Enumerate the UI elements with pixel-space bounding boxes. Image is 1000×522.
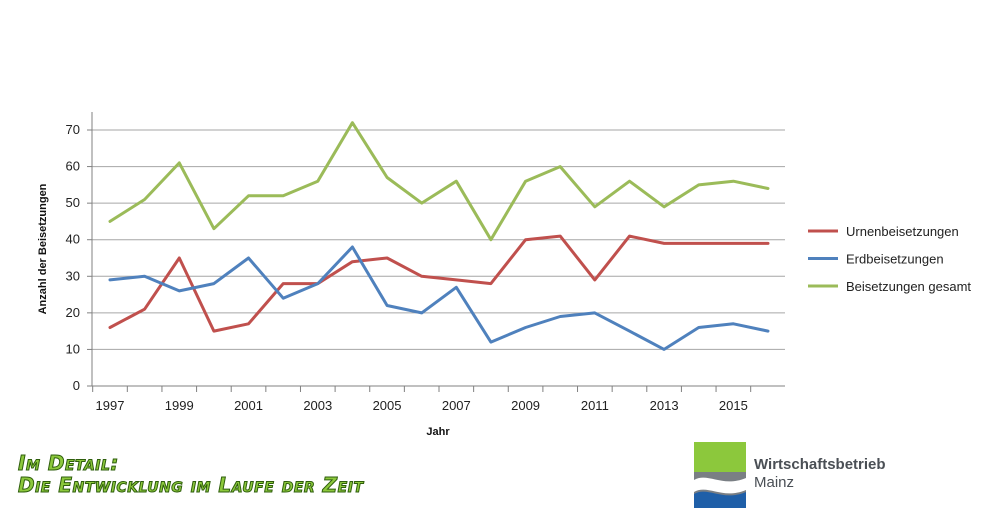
series-line-erdbeisetzungen bbox=[108, 245, 770, 351]
logo-name: Wirtschaftsbetrieb bbox=[754, 456, 886, 473]
axes bbox=[87, 112, 785, 392]
caption-line-2: Die Entwicklung im Laufe der Zeit bbox=[18, 473, 364, 497]
y-tick-label: 10 bbox=[66, 341, 80, 356]
x-tick-label: 2001 bbox=[234, 398, 263, 413]
logo-city: Mainz bbox=[754, 474, 795, 491]
x-tick-label: 2007 bbox=[442, 398, 471, 413]
y-axis-title: Anzahl der Beisetzungen bbox=[37, 183, 49, 314]
x-tick-label: 2009 bbox=[511, 398, 540, 413]
x-tick-label: 1999 bbox=[165, 398, 194, 413]
y-tick-labels: 0 10 20 30 40 50 60 70 bbox=[66, 122, 80, 393]
y-tick-label: 70 bbox=[66, 122, 80, 137]
line-chart: 0 10 20 30 40 50 60 70 1997 1999 2001 2003 2005 2007… bbox=[37, 112, 971, 438]
y-tick-label: 30 bbox=[66, 268, 80, 283]
x-tick-label: 2011 bbox=[581, 398, 609, 413]
legend: Urnenbeisetzungen Erdbeisetzungen Beisetzu… bbox=[808, 224, 971, 294]
x-tick-labels: 1997 1999 2001 2003 2005 2007 2009 2011 2013 2015 bbox=[96, 398, 748, 413]
x-tick-label: 2005 bbox=[373, 398, 402, 413]
caption-line-1: Im Detail: bbox=[18, 451, 119, 475]
y-tick-label: 0 bbox=[73, 378, 80, 393]
wirtschaftsbetrieb-logo: Wirtschaftsbetrieb Mainz bbox=[694, 442, 954, 508]
series-line-urnenbeisetzungen bbox=[108, 234, 770, 333]
x-tick-label: 2003 bbox=[303, 398, 332, 413]
legend-label: Beisetzungen gesamt bbox=[846, 279, 971, 294]
legend-label: Urnenbeisetzungen bbox=[846, 224, 959, 239]
caption: Im Detail: Die Entwicklung im Laufe der … bbox=[18, 451, 364, 497]
gridlines bbox=[92, 129, 785, 350]
x-tick-label: 1997 bbox=[96, 398, 125, 413]
x-axis-title: Jahr bbox=[426, 426, 450, 438]
logo-mark-icon bbox=[694, 442, 746, 508]
y-tick-label: 60 bbox=[66, 159, 80, 174]
y-tick-label: 20 bbox=[66, 305, 80, 320]
y-tick-label: 50 bbox=[66, 195, 80, 210]
x-tick-label: 2013 bbox=[650, 398, 679, 413]
legend-label: Erdbeisetzungen bbox=[846, 252, 944, 267]
series-lines bbox=[108, 121, 770, 351]
series-line-beisetzungen-gesamt bbox=[108, 121, 770, 242]
y-tick-label: 40 bbox=[66, 232, 80, 247]
x-tick-label: 2015 bbox=[719, 398, 748, 413]
